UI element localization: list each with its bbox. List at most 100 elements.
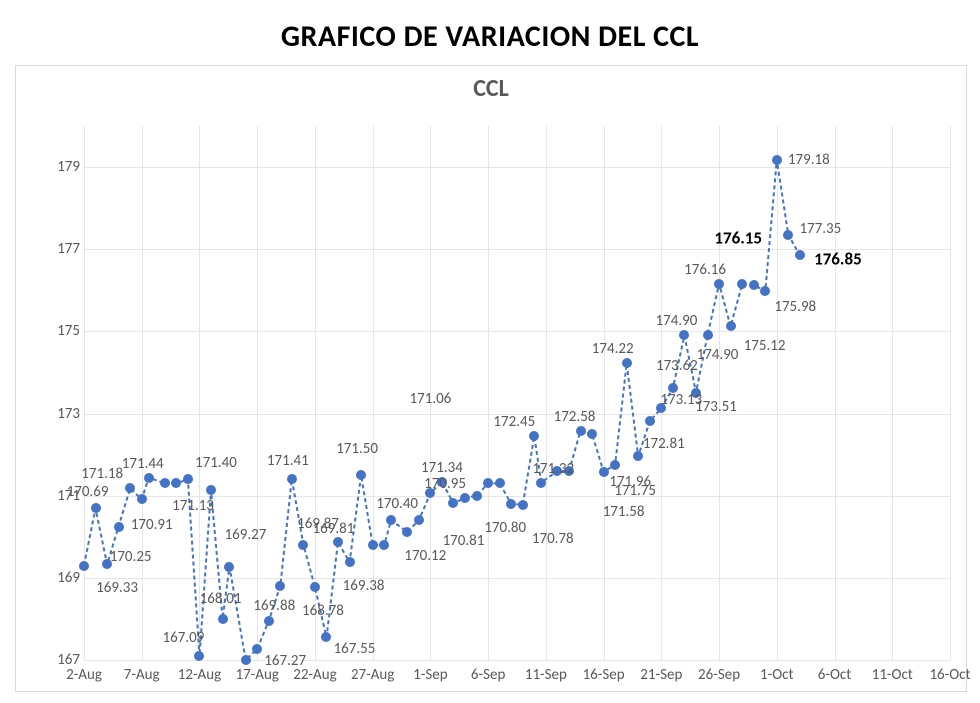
data-point [386,515,396,525]
x-tick-label: 11-Oct [872,666,913,684]
x-tick-label: 6-Sep [471,666,505,684]
y-tick-label: 177 [57,240,80,258]
data-point [737,279,747,289]
data-point [287,474,297,484]
data-point [610,460,620,470]
data-label: 170.25 [110,548,152,566]
data-point [448,498,458,508]
data-point [772,155,782,165]
data-point [645,416,655,426]
data-point [298,540,308,550]
data-point [587,429,597,439]
data-label: 170.81 [443,532,485,550]
data-label: 170.12 [404,547,446,565]
data-label: 167.27 [264,652,306,670]
data-point [224,562,234,572]
data-point [321,632,331,642]
y-tick-label: 169 [57,569,80,587]
data-label: 169.38 [343,577,385,595]
data-point [633,451,643,461]
data-label: 179.18 [788,151,830,169]
data-label: 176.16 [684,261,726,279]
data-label: 171.41 [267,452,309,470]
data-label: 172.81 [643,435,685,453]
gridline-h [84,660,950,661]
data-point [379,540,389,550]
data-point [368,540,378,550]
data-label: 174.22 [592,340,634,358]
data-point [333,537,343,547]
data-label: 169.87 [297,515,339,533]
data-point [91,503,101,513]
data-label: 171.06 [409,390,451,408]
data-point [241,655,251,665]
data-label: 167.55 [334,640,376,658]
data-point [310,582,320,592]
x-tick-label: 27-Aug [351,666,394,684]
data-label: 175.12 [744,337,786,355]
page-title: GRAFICO DE VARIACION DEL CCL [0,0,980,55]
data-point [529,431,539,441]
data-point [518,500,528,510]
data-point [114,522,124,532]
y-tick-label: 175 [57,322,80,340]
data-point [472,491,482,501]
data-label: 171.13 [172,497,214,515]
x-tick-label: 2-Aug [66,666,102,684]
data-point [679,330,689,340]
data-point [160,478,170,488]
data-label: 170.95 [424,475,466,493]
data-label: 168.01 [200,590,242,608]
data-point [137,494,147,504]
x-tick-label: 12-Aug [178,666,221,684]
data-point [536,478,546,488]
data-point [414,515,424,525]
data-label: 177.35 [799,220,841,238]
chart-title: CCL [16,74,966,103]
data-point [252,644,262,654]
data-label: 170.91 [131,516,173,534]
data-label: 171.58 [603,503,645,521]
data-point [495,478,505,488]
x-tick-label: 1-Oct [760,666,794,684]
data-point [79,561,89,571]
x-tick-label: 26-Sep [698,666,740,684]
data-point [218,614,228,624]
x-tick-label: 16-Oct [929,666,970,684]
data-point [622,358,632,368]
data-point [703,330,713,340]
data-point [749,280,759,290]
data-point [356,470,366,480]
data-point [483,478,493,488]
data-point [144,473,154,483]
data-label: 170.78 [532,530,574,548]
data-label: 172.45 [493,413,535,431]
x-tick-label: 21-Sep [640,666,682,684]
data-label: 171.18 [81,465,123,483]
data-label: 174.90 [697,346,739,364]
x-tick-label: 6-Oct [818,666,852,684]
gridline-v [950,126,951,660]
data-point [275,581,285,591]
data-point [599,467,609,477]
data-label: 171.32 [532,460,574,478]
ccl-chart: CCL 170.69169.33170.25171.18170.91171.44… [15,65,967,692]
data-point [760,286,770,296]
data-point [183,474,193,484]
data-label: 171.44 [122,455,164,473]
x-tick-label: 1-Sep [413,666,447,684]
data-point [576,426,586,436]
data-point [171,478,181,488]
data-point [795,250,805,260]
x-tick-label: 16-Sep [583,666,625,684]
plot-area: 170.69169.33170.25171.18170.91171.44171.… [84,126,950,660]
data-label: 170.80 [484,519,526,537]
data-point [506,499,516,509]
data-label: 170.69 [67,483,109,501]
page: GRAFICO DE VARIACION DEL CCL CCL 170.691… [0,0,980,703]
data-label: 167.09 [163,629,205,647]
data-label: 176.15 [714,228,762,249]
x-tick-label: 7-Aug [124,666,160,684]
data-point [194,651,204,661]
data-label: 173.51 [695,398,737,416]
